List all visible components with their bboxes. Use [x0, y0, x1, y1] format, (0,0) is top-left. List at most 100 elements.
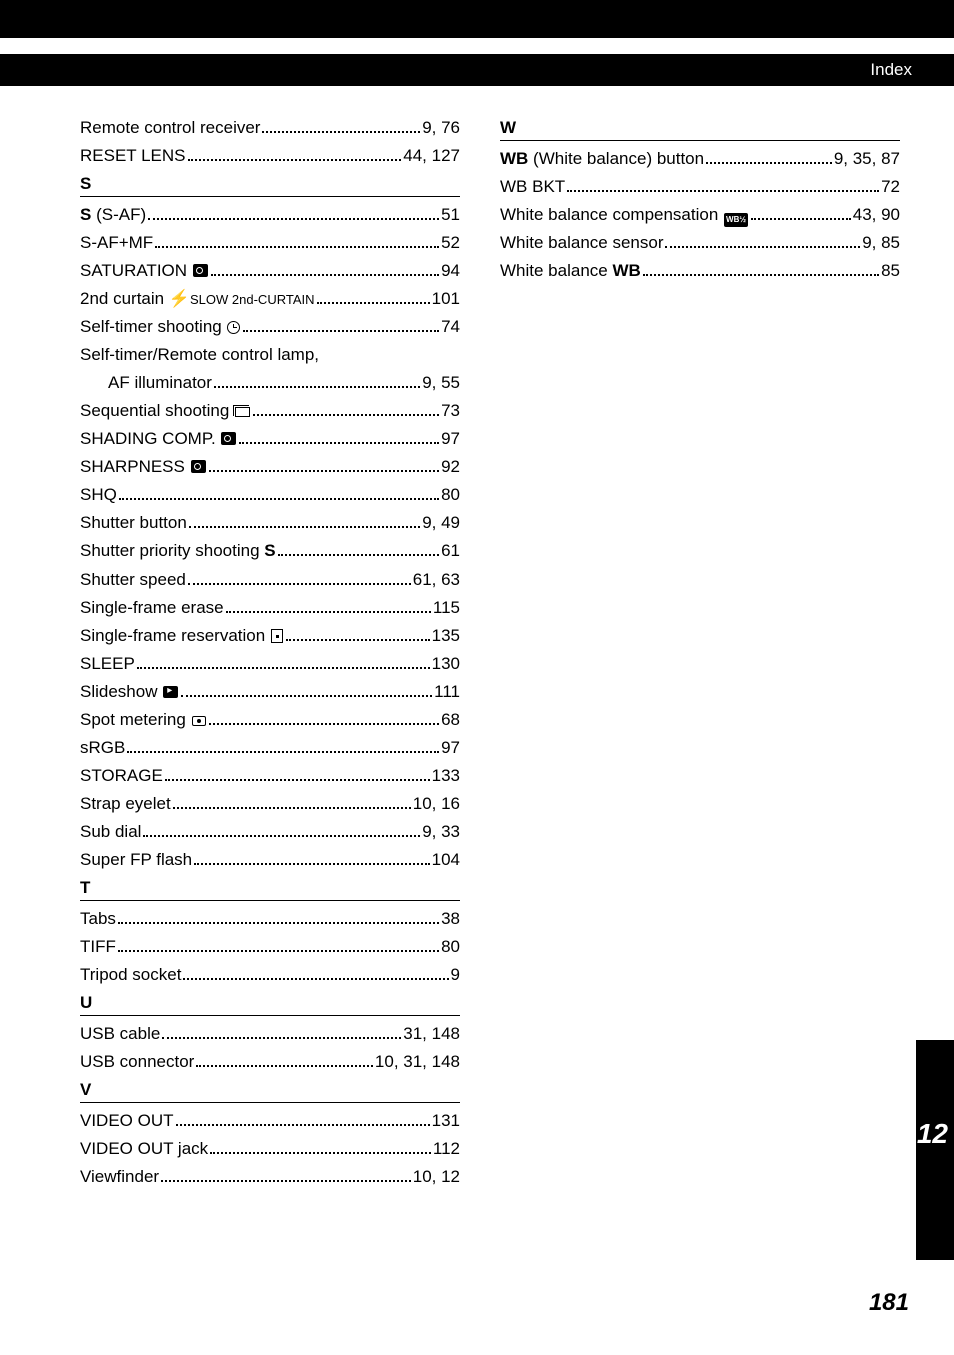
dot-leader — [209, 470, 439, 472]
entry-label: SHARPNESS — [80, 453, 207, 481]
index-entry: SHQ 80 — [80, 481, 460, 509]
header-label: Index — [870, 60, 912, 80]
index-entry: Self-timer shooting 74 — [80, 313, 460, 341]
index-entry: Super FP flash104 — [80, 846, 460, 874]
dot-leader — [161, 1180, 411, 1182]
dot-leader — [176, 1124, 430, 1126]
dot-leader — [226, 611, 431, 613]
dot-leader — [119, 498, 439, 500]
entry-label: Remote control receiver — [80, 114, 260, 142]
dot-leader — [643, 274, 879, 276]
index-entry: Sequential shooting 73 — [80, 397, 460, 425]
entry-pages: 38 — [441, 905, 460, 933]
entry-label: SHADING COMP. — [80, 425, 237, 453]
index-entry: Single-frame erase115 — [80, 594, 460, 622]
entry-label: SHQ — [80, 481, 117, 509]
dot-leader — [189, 526, 420, 528]
index-entry: USB cable 31, 148 — [80, 1020, 460, 1048]
index-entry: White balance compensation WB½ 43, 90 — [500, 201, 900, 229]
dot-leader — [239, 442, 439, 444]
dot-leader — [286, 639, 430, 641]
index-entry: Slideshow 111 — [80, 678, 460, 706]
dot-leader — [278, 554, 439, 556]
entry-pages: 44, 127 — [403, 142, 460, 170]
timer-icon — [227, 321, 240, 334]
entry-label: Strap eyelet — [80, 790, 171, 818]
spot-meter-icon — [192, 716, 206, 726]
index-entry: Viewfinder10, 12 — [80, 1163, 460, 1191]
entry-label: Shutter priority shooting S — [80, 537, 276, 565]
entry-label: SATURATION — [80, 257, 209, 285]
entry-pages: 31, 148 — [403, 1020, 460, 1048]
section-letter: S — [80, 172, 460, 197]
entry-label: White balance sensor — [500, 229, 663, 257]
index-entry: Tabs38 — [80, 905, 460, 933]
index-entry: 2nd curtain ⚡SLOW 2nd-CURTAIN101 — [80, 285, 460, 313]
dot-leader — [148, 218, 439, 220]
entry-label: Self-timer/Remote control lamp, — [80, 341, 319, 369]
entry-pages: 133 — [432, 762, 460, 790]
entry-pages: 80 — [441, 933, 460, 961]
index-entry: VIDEO OUT jack112 — [80, 1135, 460, 1163]
entry-label: USB cable — [80, 1020, 160, 1048]
wb-compensation-icon: WB½ — [724, 213, 748, 227]
index-entry: STORAGE 133 — [80, 762, 460, 790]
entry-pages: 61, 63 — [413, 566, 460, 594]
index-entry: AF illuminator9, 55 — [80, 369, 460, 397]
index-entry: Single-frame reservation 135 — [80, 622, 460, 650]
entry-label: USB connector — [80, 1048, 194, 1076]
entry-label: White balance compensation WB½ — [500, 201, 749, 229]
entry-pages: 112 — [433, 1135, 460, 1163]
entry-label: Self-timer shooting — [80, 313, 241, 341]
entry-pages: 135 — [432, 622, 460, 650]
index-entry: WB BKT72 — [500, 173, 900, 201]
dot-leader — [243, 330, 439, 332]
index-entry: Shutter button9, 49 — [80, 509, 460, 537]
entry-label: STORAGE — [80, 762, 163, 790]
top-black-bar — [0, 0, 954, 38]
index-entry: VIDEO OUT 131 — [80, 1107, 460, 1135]
entry-label: WB BKT — [500, 173, 565, 201]
dot-leader — [188, 159, 402, 161]
slideshow-icon — [163, 686, 178, 698]
index-entry: White balance sensor9, 85 — [500, 229, 900, 257]
entry-pages: 73 — [441, 397, 460, 425]
left-column: Remote control receiver9, 76RESET LENS44… — [80, 114, 460, 1191]
dot-leader — [118, 950, 439, 952]
dot-leader — [127, 751, 439, 753]
entry-pages: 101 — [432, 285, 460, 313]
entry-pages: 51 — [441, 201, 460, 229]
entry-label: White balance WB — [500, 257, 641, 285]
entry-label: WB (White balance) button — [500, 145, 704, 173]
entry-pages: 131 — [432, 1107, 460, 1135]
index-entry: TIFF80 — [80, 933, 460, 961]
entry-label: AF illuminator — [108, 369, 212, 397]
section-letter: T — [80, 876, 460, 901]
settings-icon — [221, 432, 236, 445]
entry-pages: 85 — [881, 257, 900, 285]
header-bar: Index — [0, 54, 954, 86]
index-entry: Remote control receiver9, 76 — [80, 114, 460, 142]
entry-pages: 9, 49 — [422, 509, 460, 537]
entry-pages: 43, 90 — [853, 201, 900, 229]
index-entry: Shutter priority shooting S61 — [80, 537, 460, 565]
dot-leader — [253, 414, 439, 416]
dot-leader — [143, 835, 420, 837]
entry-pages: 94 — [441, 257, 460, 285]
dot-leader — [214, 386, 420, 388]
entry-pages: 9 — [451, 961, 460, 989]
dot-leader — [665, 246, 860, 248]
entry-pages: 80 — [441, 481, 460, 509]
entry-label: VIDEO OUT — [80, 1107, 174, 1135]
entry-label: Tripod socket — [80, 961, 181, 989]
index-entry: SLEEP130 — [80, 650, 460, 678]
sequential-icon — [235, 407, 250, 417]
dot-leader — [118, 922, 439, 924]
dot-leader — [317, 302, 430, 304]
settings-icon — [193, 264, 208, 277]
index-entry: SHARPNESS 92 — [80, 453, 460, 481]
index-entry: S-AF+MF52 — [80, 229, 460, 257]
entry-pages: 130 — [432, 650, 460, 678]
side-tab: 12 — [916, 1040, 954, 1260]
index-entry: White balance WB 85 — [500, 257, 900, 285]
